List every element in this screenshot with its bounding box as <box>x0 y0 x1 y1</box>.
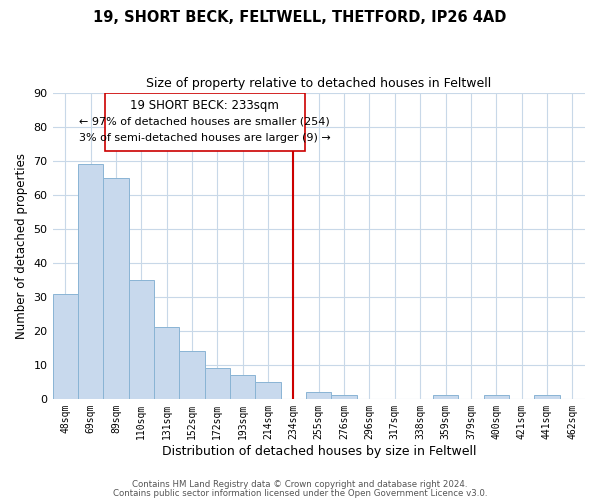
Text: Contains HM Land Registry data © Crown copyright and database right 2024.: Contains HM Land Registry data © Crown c… <box>132 480 468 489</box>
Text: ← 97% of detached houses are smaller (254): ← 97% of detached houses are smaller (25… <box>79 117 330 127</box>
Bar <box>230 375 256 399</box>
Bar <box>256 382 281 399</box>
Bar <box>331 396 357 399</box>
Bar <box>53 294 78 399</box>
Bar <box>103 178 128 399</box>
Bar <box>179 352 205 399</box>
Bar <box>78 164 103 399</box>
Text: 19 SHORT BECK: 233sqm: 19 SHORT BECK: 233sqm <box>130 100 279 112</box>
Text: 19, SHORT BECK, FELTWELL, THETFORD, IP26 4AD: 19, SHORT BECK, FELTWELL, THETFORD, IP26… <box>94 10 506 25</box>
Bar <box>154 328 179 399</box>
X-axis label: Distribution of detached houses by size in Feltwell: Distribution of detached houses by size … <box>161 444 476 458</box>
Y-axis label: Number of detached properties: Number of detached properties <box>15 153 28 339</box>
Text: 3% of semi-detached houses are larger (9) →: 3% of semi-detached houses are larger (9… <box>79 133 331 143</box>
Bar <box>433 396 458 399</box>
Bar <box>484 396 509 399</box>
FancyBboxPatch shape <box>104 93 305 151</box>
Bar <box>128 280 154 399</box>
Bar <box>205 368 230 399</box>
Title: Size of property relative to detached houses in Feltwell: Size of property relative to detached ho… <box>146 78 491 90</box>
Bar <box>306 392 331 399</box>
Bar <box>534 396 560 399</box>
Text: Contains public sector information licensed under the Open Government Licence v3: Contains public sector information licen… <box>113 488 487 498</box>
